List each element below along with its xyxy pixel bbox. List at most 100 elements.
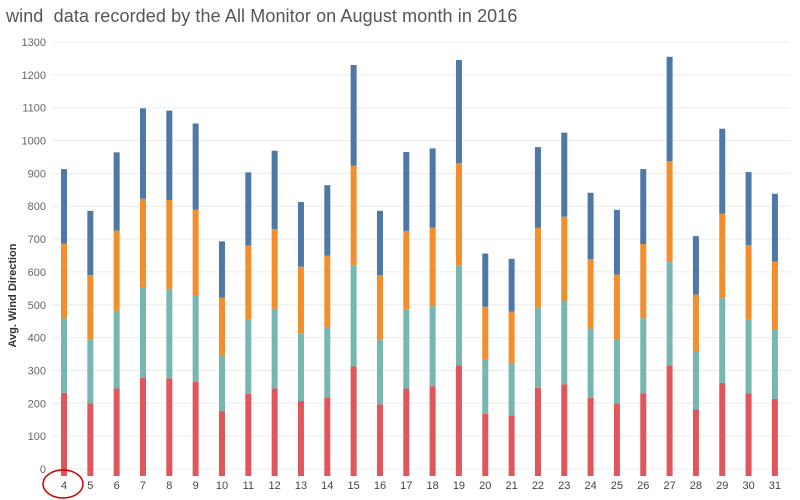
x-tick-label: 23 [558,480,570,492]
x-tick-label: 25 [611,480,623,492]
y-tick-label: 1300 [22,37,46,49]
bar-segment-19-s3 [455,163,462,266]
x-tick-label: 4 [61,480,67,492]
bar-segment-27-s3 [666,161,673,263]
x-tick-label: 11 [243,480,254,492]
bar-segment-22-s1 [534,387,541,476]
x-tick-label: 30 [742,480,754,492]
bar-segment-17-s4 [403,152,410,231]
bar-segment-18-s3 [429,227,436,307]
x-tick-label: 13 [295,480,307,492]
bar-segment-26-s1 [640,393,647,476]
x-tick-label: 29 [716,480,728,492]
bar-segment-9-s4 [192,123,199,210]
bar-segment-4-s2 [61,318,67,393]
x-tick-label: 20 [479,480,491,492]
bar-segment-28-s1 [692,409,699,476]
bar-segment-8-s1 [166,378,173,476]
bar-segment-18-s4 [429,148,436,228]
bar-segment-14-s1 [324,397,331,476]
bar-segment-9-s1 [192,381,199,476]
x-tick-label: 10 [216,480,228,492]
bar-segment-13-s1 [297,401,304,476]
bar-segment-30-s3 [745,244,752,319]
x-tick-label: 17 [400,480,412,492]
x-tick-label: 12 [269,480,281,492]
bar-segment-12-s2 [271,308,278,389]
y-axis-label: Avg. Wind Direction [7,243,19,347]
bar-segment-19-s2 [455,265,462,366]
bar-segment-9-s3 [192,209,199,296]
bar-segment-8-s3 [166,199,173,289]
bar-segment-24-s4 [587,192,594,260]
y-tick-label: 800 [28,201,46,213]
x-tick-label: 31 [769,480,781,492]
y-tick-label: 1000 [22,136,46,148]
bar-segment-5-s1 [87,403,94,476]
bar-segment-5-s4 [87,210,94,276]
bar-segment-30-s1 [745,393,752,476]
bar-segment-15-s4 [350,64,357,166]
bar-segment-24-s1 [587,398,594,476]
bar-segment-25-s1 [613,403,620,476]
bar-segment-13-s4 [297,201,304,267]
y-tick-label: 100 [28,431,46,443]
bar-segment-11-s1 [245,393,252,476]
x-tick-label: 9 [193,480,199,492]
bar-segment-7-s2 [139,287,146,379]
y-tick-label: 0 [40,464,46,476]
bar-segment-15-s3 [350,165,357,266]
y-tick-label: 200 [28,398,46,410]
bar-segment-7-s4 [139,108,146,199]
bar-segment-31-s1 [771,398,778,476]
bar-segment-11-s4 [245,172,252,246]
x-tick-label: 15 [348,480,360,492]
bar-segment-10-s1 [218,411,225,476]
bar-segment-18-s2 [429,306,436,387]
y-tick-label: 900 [28,168,46,180]
bar-segment-4-s4 [61,169,67,244]
bar-segment-25-s3 [613,274,620,339]
bar-segment-31-s2 [771,330,778,399]
bar-segment-6-s1 [113,388,120,476]
x-tick-label: 27 [663,480,675,492]
x-tick-label: 18 [426,480,438,492]
bar-segment-16-s3 [376,275,383,340]
bar-segment-11-s3 [245,245,252,320]
bar-segment-7-s1 [139,378,146,476]
bar-segment-6-s2 [113,310,120,389]
bar-segment-27-s4 [666,56,673,162]
bar-segment-14-s3 [324,255,331,327]
bar-segment-23-s4 [561,132,568,217]
bar-segment-22-s2 [534,307,541,388]
bar-segment-28-s4 [692,236,699,295]
bar-segment-17-s1 [403,388,410,476]
bar-segment-5-s2 [87,339,94,404]
bar-segment-17-s2 [403,309,410,389]
bar-segment-26-s2 [640,318,647,394]
bar-segment-30-s4 [745,172,752,245]
bar-segment-13-s3 [297,266,304,334]
bar-segment-22-s3 [534,227,541,308]
bar-segment-27-s2 [666,262,673,366]
bar-segment-25-s4 [613,209,620,275]
bar-segment-22-s4 [534,147,541,228]
bar-segment-30-s2 [745,318,752,394]
bar-segment-21-s1 [508,415,515,476]
y-tick-label: 500 [28,300,46,312]
bar-segment-21-s2 [508,363,515,416]
bar-segment-12-s4 [271,150,278,230]
bar-segment-29-s1 [719,382,726,476]
bar-segment-20-s3 [482,306,489,360]
bar-segment-21-s3 [508,311,515,364]
bar-segment-10-s2 [218,355,225,412]
bar-segment-16-s2 [376,339,383,405]
y-tick-label: 1100 [22,103,46,115]
x-tick-label: 6 [114,480,120,492]
x-tick-label: 22 [532,480,544,492]
bar-segment-20-s4 [482,253,489,307]
bar-segment-26-s4 [640,169,647,245]
bar-segment-23-s2 [561,300,568,385]
bar-segment-20-s2 [482,359,489,414]
bar-segment-9-s2 [192,295,199,382]
